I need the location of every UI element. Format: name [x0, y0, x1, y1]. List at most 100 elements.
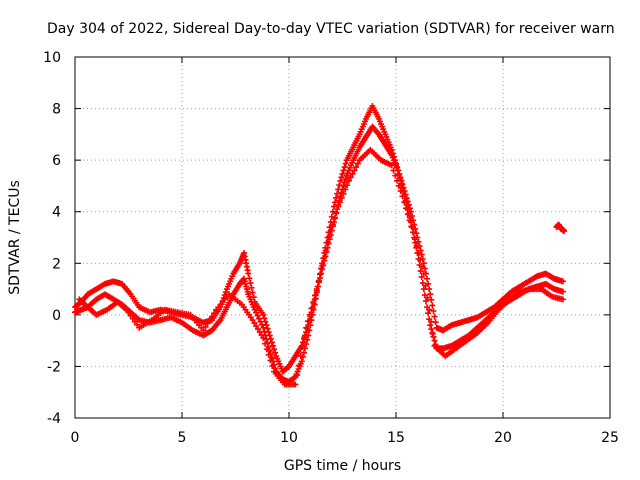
data-point [349, 170, 356, 177]
data-point [418, 274, 425, 281]
series-track-b [72, 102, 566, 385]
data-point [249, 317, 256, 324]
data-point [208, 313, 215, 320]
data-point [262, 340, 269, 347]
data-point [415, 238, 422, 245]
data-point [337, 199, 344, 206]
y-tick-label: -2 [47, 359, 61, 375]
data-point [389, 150, 396, 157]
data-point [337, 177, 344, 184]
data-point [335, 203, 342, 210]
x-tick-label: 20 [494, 430, 512, 446]
data-point [249, 289, 256, 296]
data-point [295, 362, 302, 369]
data-point [394, 164, 401, 171]
data-point [333, 209, 340, 216]
data-point [260, 311, 267, 318]
data-point [263, 336, 270, 343]
data-point [431, 313, 438, 320]
data-point [392, 172, 399, 179]
data-point [342, 176, 349, 183]
data-point [417, 268, 424, 275]
data-point [560, 228, 567, 235]
data-point [206, 317, 213, 324]
data-point [264, 325, 271, 332]
data-point [351, 167, 358, 174]
data-point [324, 239, 331, 246]
data-point [256, 315, 263, 322]
grid [75, 57, 610, 418]
data-point [246, 275, 253, 282]
data-point [306, 311, 313, 318]
data-point [422, 298, 429, 305]
data-point [388, 162, 395, 169]
data-point [347, 174, 354, 181]
data-point [127, 312, 134, 319]
x-tick-label: 10 [280, 430, 298, 446]
data-point [245, 270, 252, 277]
data-point [410, 229, 417, 236]
data-point [297, 353, 304, 360]
x-tick-label: 15 [387, 430, 405, 446]
data-point [263, 346, 270, 353]
data-point [258, 332, 265, 339]
data-point [269, 362, 276, 369]
data-point [420, 286, 427, 293]
data-point [256, 329, 263, 336]
series-track-c [76, 146, 566, 388]
data-point [253, 309, 260, 316]
data-point [393, 160, 399, 167]
data-point [303, 324, 310, 331]
data-point [258, 321, 265, 328]
data-point [222, 289, 229, 296]
data-point [339, 170, 346, 177]
data-point [336, 182, 343, 189]
data-point [353, 164, 360, 171]
data-point [342, 160, 349, 167]
data-point [429, 302, 436, 309]
data-point [408, 223, 415, 230]
data-point [394, 177, 401, 184]
x-axis-label: GPS time / hours [284, 458, 401, 474]
data-points [72, 102, 567, 388]
data-point [331, 215, 338, 222]
data-point [248, 284, 255, 291]
data-point [340, 190, 347, 197]
data-point [334, 190, 341, 197]
y-tick-label: 4 [52, 205, 61, 221]
data-point [267, 357, 274, 364]
data-point [413, 243, 420, 250]
data-point [345, 177, 352, 184]
data-point [388, 146, 395, 153]
data-point [308, 305, 315, 312]
data-point [396, 171, 403, 178]
data-point [420, 270, 427, 277]
data-point [430, 307, 437, 314]
data-point [333, 194, 340, 201]
data-point [559, 288, 566, 295]
data-point [260, 335, 267, 342]
data-point [426, 286, 433, 293]
data-point [559, 278, 566, 285]
data-point [220, 295, 227, 302]
data-point [317, 270, 324, 277]
data-point [319, 262, 326, 269]
data-point [301, 334, 308, 341]
data-point [424, 275, 431, 282]
data-point [268, 339, 275, 346]
data-point [315, 278, 322, 285]
data-point [272, 349, 279, 356]
data-point [404, 211, 411, 218]
data-point [269, 342, 276, 349]
data-point [308, 317, 315, 324]
data-point [251, 320, 258, 327]
data-point [338, 194, 345, 201]
data-point [131, 318, 138, 325]
data-point [260, 324, 267, 331]
data-point [341, 164, 348, 171]
data-point [415, 249, 422, 256]
data-point [411, 236, 418, 243]
y-axis-label: SDTVAR / TECUs [7, 180, 23, 295]
y-tick-label: 6 [52, 153, 61, 169]
